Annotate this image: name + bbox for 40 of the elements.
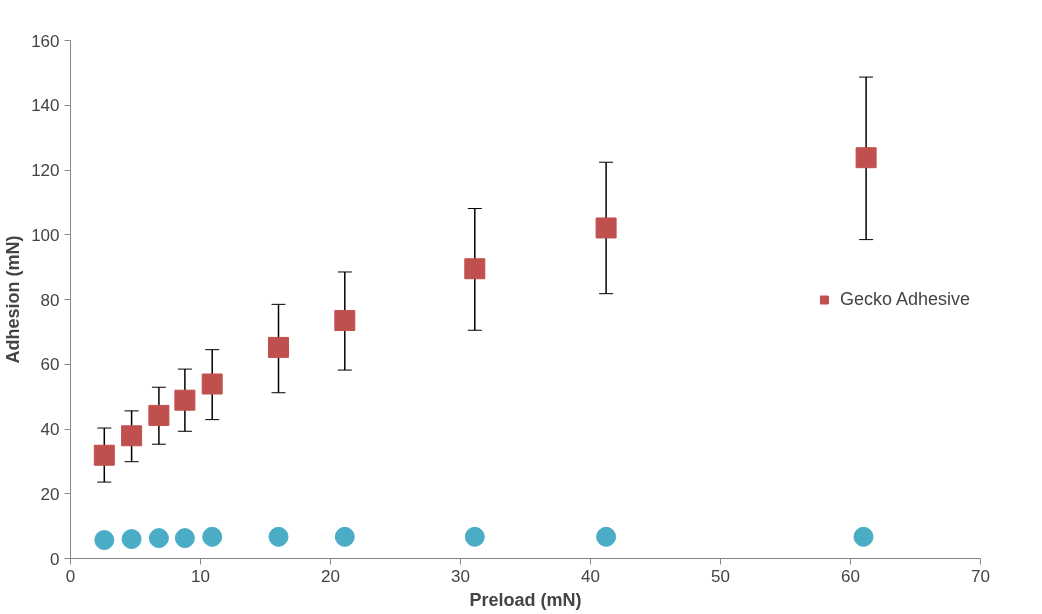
- y-tick-label: 0: [50, 549, 60, 569]
- point: [334, 310, 356, 332]
- point: [121, 529, 142, 550]
- y-tick-label: 140: [31, 96, 60, 116]
- y-tick-label: 100: [31, 225, 60, 245]
- point: [595, 217, 617, 239]
- y-tick-label: 120: [31, 161, 60, 180]
- point: [268, 526, 289, 547]
- point: [334, 526, 355, 547]
- legend-label: Gecko Adhesive: [839, 288, 970, 310]
- y-tick-label: 40: [40, 420, 60, 439]
- point: [202, 526, 223, 547]
- point: [174, 528, 195, 549]
- y-tick-label: 160: [31, 31, 60, 51]
- x-tick-label: 10: [191, 566, 210, 586]
- x-tick-label: 50: [711, 566, 730, 586]
- point: [94, 530, 115, 551]
- x-tick-label: 30: [451, 566, 470, 586]
- point: [464, 258, 486, 280]
- y-tick-label: 60: [40, 355, 60, 375]
- x-axis-title: Preload (mN): [469, 589, 582, 610]
- point: [201, 373, 223, 395]
- point: [268, 336, 289, 358]
- x-tick-label: 70: [971, 566, 990, 586]
- point: [93, 444, 115, 466]
- point: [855, 147, 877, 169]
- y-axis-title: Adhesion (mN): [3, 235, 24, 364]
- point: [174, 389, 196, 411]
- point: [148, 528, 169, 549]
- y-tick-label: 20: [40, 484, 60, 504]
- point: [148, 404, 170, 426]
- point: [121, 425, 143, 447]
- x-tick-label: 40: [581, 566, 600, 586]
- point: [853, 526, 874, 547]
- x-tick-label: 0: [65, 566, 76, 586]
- point: [464, 526, 485, 547]
- x-tick-label: 60: [841, 566, 860, 586]
- x-tick-label: 20: [321, 566, 340, 586]
- point: [596, 526, 617, 547]
- y-tick-label: 80: [40, 290, 60, 310]
